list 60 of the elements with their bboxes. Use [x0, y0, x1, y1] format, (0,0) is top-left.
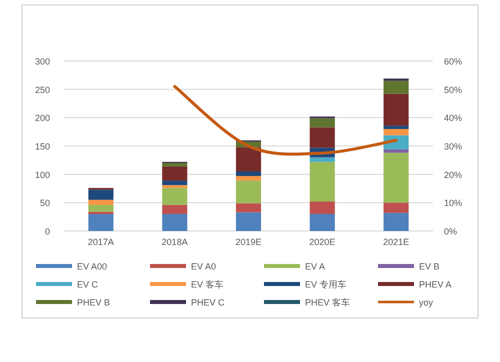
y2-tick-label: 0%	[444, 226, 458, 236]
bar	[162, 188, 188, 205]
y-tick-label: 50	[40, 198, 50, 208]
bar	[162, 180, 188, 186]
legend-label: PHEV C	[191, 298, 226, 308]
bar	[310, 202, 335, 214]
legend-label: EV 客车	[191, 280, 224, 290]
bar	[162, 185, 188, 188]
bar	[310, 127, 335, 148]
bar	[310, 157, 335, 162]
x-tick-label: 2019E	[235, 237, 262, 247]
x-tick-label: 2017A	[88, 237, 114, 247]
y-tick-label: 100	[34, 170, 50, 180]
y-tick-label: 200	[34, 113, 50, 124]
bar	[236, 147, 262, 172]
y2-tick-label: 10%	[444, 198, 462, 208]
legend-label: PHEV 客车	[305, 298, 350, 308]
bar	[310, 118, 335, 128]
bar	[236, 203, 262, 212]
legend-label: EV B	[419, 262, 440, 272]
y2-tick-label: 40%	[444, 113, 462, 124]
bar	[162, 204, 188, 214]
bar	[236, 176, 262, 181]
bar	[236, 172, 262, 176]
legend-label: EV C	[77, 280, 99, 290]
y2-tick-label: 50%	[444, 84, 462, 95]
x-tick-label: 2021E	[383, 237, 410, 247]
bar	[236, 180, 262, 204]
bar	[88, 190, 114, 200]
bar	[162, 163, 188, 166]
legend-label: PHEV B	[77, 298, 110, 308]
bar	[384, 202, 409, 213]
legend-label: EV A00	[77, 262, 108, 272]
y-tick-label: 250	[34, 84, 50, 95]
bar	[310, 214, 335, 231]
bar	[384, 129, 409, 136]
legend-label: EV A0	[191, 262, 216, 272]
y-tick-label: 300	[34, 56, 50, 66]
bar	[88, 200, 114, 205]
bar	[162, 166, 188, 181]
legend-label: PHEV A	[419, 280, 452, 290]
bar	[88, 204, 114, 212]
legend-label: yoy	[419, 298, 434, 308]
bar	[384, 212, 409, 231]
x-tick-label: 2020E	[309, 237, 336, 247]
bar	[384, 126, 409, 129]
bar	[162, 214, 188, 231]
y-tick-label: 0	[44, 226, 50, 236]
y2-tick-label: 30%	[444, 142, 462, 152]
x-tick-label: 2018A	[162, 237, 188, 247]
bar	[310, 162, 335, 202]
y2-tick-label: 20%	[444, 170, 462, 180]
y2-tick-label: 60%	[444, 56, 462, 66]
legend-label: EV 专用车	[305, 280, 347, 290]
bar	[384, 80, 409, 94]
bar	[236, 212, 262, 231]
y-tick-label: 150	[34, 142, 50, 152]
bar	[384, 94, 409, 126]
bar	[88, 214, 114, 231]
legend-label: EV A	[305, 262, 326, 272]
